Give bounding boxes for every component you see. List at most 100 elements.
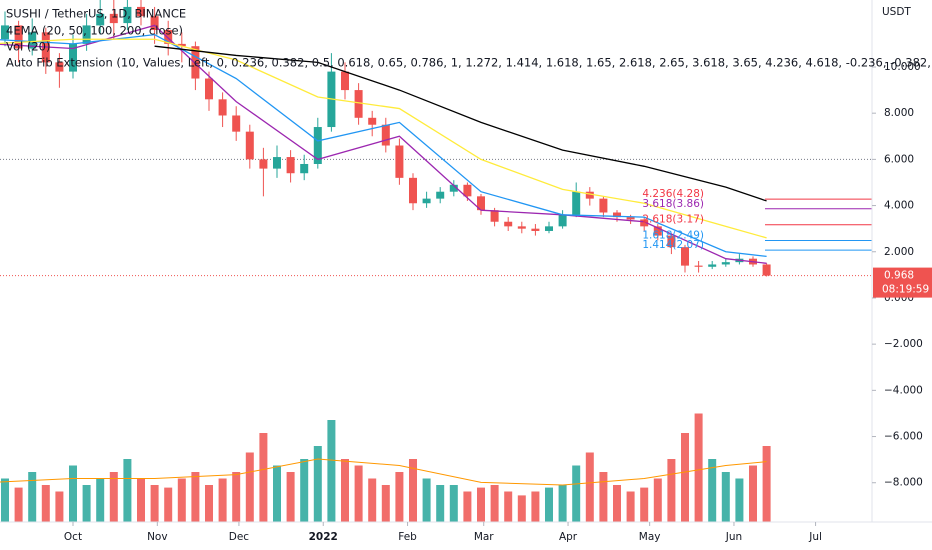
candle-body (381, 124, 390, 146)
volume-bar (585, 452, 594, 522)
volume-bar (626, 491, 635, 522)
volume-bar (218, 478, 227, 522)
candle-body (585, 191, 594, 199)
volume-bar (504, 491, 513, 522)
volume-bar (109, 472, 118, 522)
y-tick-label: 4.000 (884, 200, 914, 212)
candle-body (69, 43, 77, 72)
candle-body (14, 25, 23, 49)
candle-body (558, 214, 567, 227)
countdown-label: 08:19:59 (882, 284, 929, 296)
x-tick-label: Jul (808, 531, 822, 543)
candle-body (313, 127, 322, 164)
volume-bar (191, 472, 200, 522)
candle-body (109, 13, 118, 24)
candle-body (191, 46, 200, 79)
volume-bar (721, 472, 730, 522)
candle-body (667, 235, 676, 248)
volume-bar (653, 478, 662, 522)
volume-bar (640, 487, 649, 522)
candle-body (613, 212, 621, 218)
current-price-label: 0.968 (884, 270, 914, 282)
volume-bar (477, 487, 485, 522)
volume-bar (681, 433, 689, 522)
volume-bar (14, 487, 23, 522)
candle-body (477, 196, 485, 211)
x-tick-label: Jun (725, 531, 742, 543)
volume-bar (599, 472, 608, 522)
volume-bar (286, 472, 295, 522)
volume-bar (613, 485, 621, 522)
volume-bar (436, 485, 445, 522)
candle-body (463, 184, 472, 197)
volume-bar (381, 485, 390, 522)
x-tick-label: Dec (229, 531, 250, 543)
volume-bar (572, 465, 581, 522)
candle-body (504, 221, 513, 227)
candle-body (232, 115, 241, 132)
candle-body (205, 78, 213, 100)
candle-body (449, 184, 458, 192)
fib-label: 2.618(3.17) (642, 214, 704, 226)
volume-bar (409, 459, 417, 522)
indicator-fib: Auto Fib Extension (10, Values, Left, 0,… (6, 56, 932, 70)
volume-bar (150, 485, 159, 522)
candle-body (517, 226, 526, 229)
ema-line (0, 24, 767, 264)
volume-bar (273, 465, 281, 522)
candle-body (123, 6, 132, 24)
volume-bar (735, 478, 744, 522)
volume-bar (69, 465, 77, 522)
volume-bar (341, 459, 349, 522)
volume-bar (137, 478, 145, 522)
y-tick-label: 6.000 (884, 153, 914, 165)
fib-label: 1.414(2.07) (642, 239, 704, 251)
x-tick-label: Feb (398, 531, 417, 543)
fib-label: 4.236(4.28) (642, 188, 704, 200)
y-tick-label: −4.000 (884, 384, 923, 396)
candle-body (96, 13, 105, 26)
volume-bar (300, 459, 309, 522)
y-tick-label: 10.000 (884, 61, 921, 73)
y-tick-label: −2.000 (884, 338, 923, 350)
candle-body (164, 30, 173, 44)
volume-bar (96, 478, 105, 522)
candle-body (341, 71, 349, 91)
volume-bar (313, 446, 322, 522)
volume-bar (449, 485, 458, 522)
volume-ma (0, 458, 767, 486)
x-tick-label: 2022 (309, 531, 338, 543)
volume-bar (41, 485, 50, 522)
candle-body (409, 177, 417, 204)
candle-body (490, 210, 499, 222)
candle-body (681, 247, 689, 266)
volume-bar (205, 485, 213, 522)
ema-line (154, 45, 767, 202)
candle-body (395, 145, 404, 178)
candle-body (599, 198, 608, 213)
volume-bar (1, 478, 9, 522)
x-tick-label: May (639, 531, 661, 543)
candle-body (626, 217, 635, 220)
volume-bar (463, 491, 472, 522)
currency: USDT (882, 6, 911, 18)
candle-body (137, 6, 145, 17)
y-tick-label: −8.000 (884, 477, 923, 489)
volume-bar (694, 413, 703, 522)
y-tick-label: 8.000 (884, 107, 914, 119)
volume-bar (55, 491, 64, 522)
x-tick-label: Oct (64, 531, 82, 543)
volume-bar (395, 472, 404, 522)
y-tick-label: −6.000 (884, 431, 923, 443)
candle-body (286, 157, 295, 174)
chart-title: SUSHI / TetherUS, 1D, BINANCE (6, 7, 186, 21)
volume-bar (708, 459, 717, 522)
candle-body (572, 191, 581, 215)
candle-body (1, 25, 9, 40)
y-tick-label: 2.000 (884, 246, 914, 258)
volume-bar (531, 491, 540, 522)
volume-bar (164, 487, 173, 522)
candle-body (694, 265, 703, 267)
x-tick-label: Mar (474, 531, 494, 543)
candle-body (55, 62, 64, 72)
